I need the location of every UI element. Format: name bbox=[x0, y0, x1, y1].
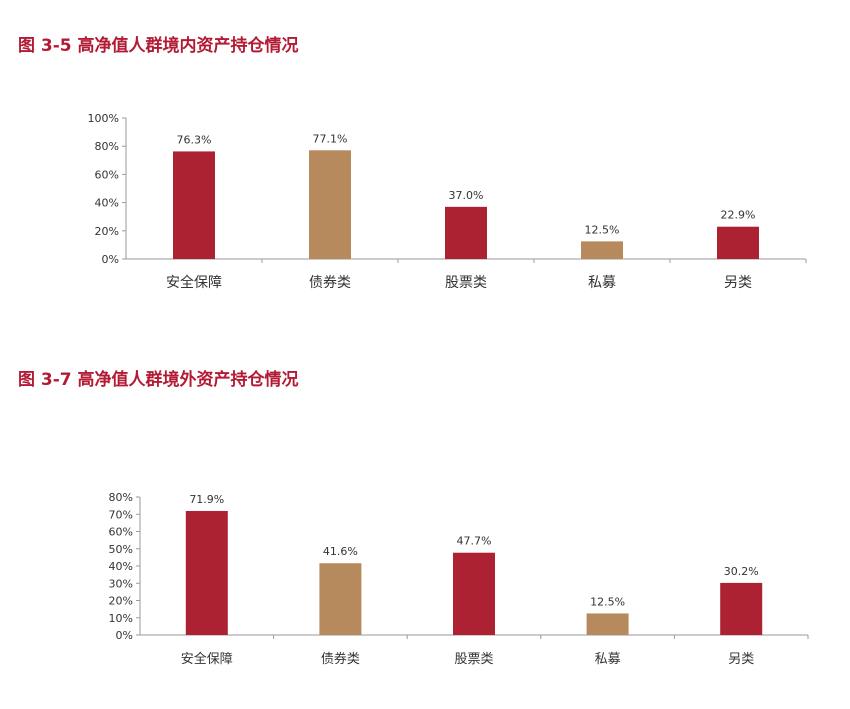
category-label: 股票类 bbox=[454, 652, 493, 667]
y-tick-label: 40% bbox=[95, 197, 119, 210]
y-tick-label: 50% bbox=[109, 543, 133, 556]
y-tick-label: 80% bbox=[109, 491, 133, 504]
category-label: 私募 bbox=[595, 652, 621, 667]
category-label: 私募 bbox=[588, 275, 616, 291]
bar bbox=[586, 613, 629, 635]
y-tick-label: 0% bbox=[116, 629, 133, 642]
category-label: 债券类 bbox=[309, 275, 351, 291]
bar bbox=[453, 552, 495, 635]
y-tick-label: 20% bbox=[109, 595, 133, 608]
y-tick-label: 60% bbox=[95, 168, 119, 181]
y-tick-label: 40% bbox=[109, 560, 133, 573]
bar bbox=[717, 226, 759, 259]
y-tick-label: 20% bbox=[95, 225, 119, 238]
data-label: 12.5% bbox=[585, 223, 620, 236]
data-label: 47.7% bbox=[457, 535, 492, 548]
category-label: 债券类 bbox=[321, 651, 360, 667]
category-label: 安全保障 bbox=[181, 651, 233, 667]
data-label: 41.6% bbox=[323, 545, 358, 558]
data-label: 76.3% bbox=[177, 133, 212, 146]
category-label: 另类 bbox=[728, 652, 754, 667]
bar bbox=[445, 206, 487, 259]
y-tick-label: 30% bbox=[109, 577, 133, 590]
category-label: 股票类 bbox=[445, 275, 487, 291]
data-label: 37.0% bbox=[449, 189, 484, 202]
bar bbox=[319, 563, 362, 635]
y-tick-label: 0% bbox=[102, 253, 119, 266]
bar bbox=[581, 241, 623, 259]
data-label: 77.1% bbox=[313, 132, 348, 145]
y-tick-label: 10% bbox=[109, 612, 133, 625]
data-label: 22.9% bbox=[721, 209, 756, 222]
data-label: 71.9% bbox=[189, 493, 224, 506]
data-label: 12.5% bbox=[590, 595, 625, 608]
data-label: 30.2% bbox=[724, 565, 759, 578]
bar bbox=[720, 582, 763, 635]
chart-1: 0% 20% 40% 60% 80% 100% 76.3% 安全保障 77.1% 债券类 37.0%… bbox=[88, 112, 807, 291]
chart-2: 0% 10% 20% 30% 40% 50% 60% 70% 80% 71.9% 安全保障 41.6%… bbox=[109, 491, 809, 667]
bar bbox=[309, 150, 351, 259]
y-tick-label: 80% bbox=[95, 140, 119, 153]
bar bbox=[185, 510, 228, 635]
category-label: 安全保障 bbox=[166, 274, 222, 291]
chart-1-title: 图 3-5 高净值人群境内资产持仓情况 bbox=[18, 36, 299, 56]
bar bbox=[173, 151, 215, 259]
y-tick-label: 70% bbox=[109, 508, 133, 521]
y-tick-label: 100% bbox=[88, 112, 119, 125]
y-tick-label: 60% bbox=[109, 526, 133, 539]
category-label: 另类 bbox=[724, 275, 752, 291]
chart-2-title: 图 3-7 高净值人群境外资产持仓情况 bbox=[18, 370, 299, 390]
